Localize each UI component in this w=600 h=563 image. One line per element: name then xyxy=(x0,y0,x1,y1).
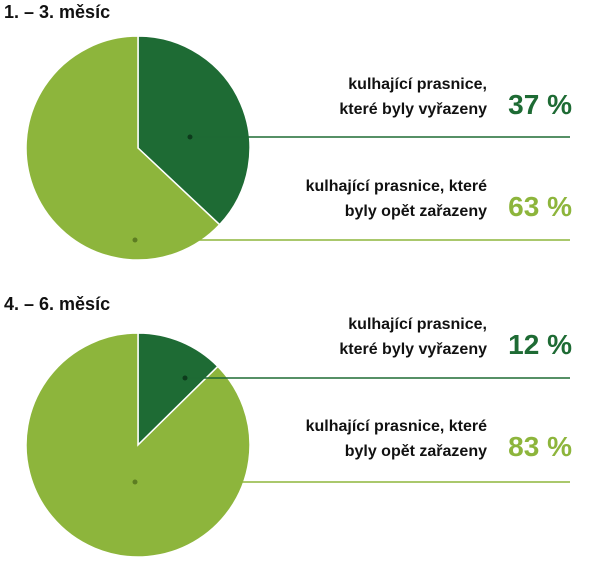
chart-title: 4. – 6. měsíc xyxy=(4,294,111,314)
legend-label: kulhající prasnice, které byly vyřazeny xyxy=(339,316,487,358)
pie-slice xyxy=(25,35,221,261)
legend-label: kulhající prasnice, které byly opět zařa… xyxy=(305,178,487,220)
pie-slice xyxy=(137,332,219,447)
leader-dot xyxy=(132,479,138,485)
value-label: 12 % xyxy=(508,329,572,360)
pie-slice xyxy=(25,332,251,558)
leader-dot xyxy=(182,375,188,381)
leader-dot xyxy=(132,237,138,243)
value-label: 63 % xyxy=(508,191,572,222)
legend-label: kulhající prasnice, které byly opět zařa… xyxy=(305,418,487,460)
pie-slice xyxy=(137,35,251,226)
value-label: 37 % xyxy=(508,89,572,120)
leader-dot xyxy=(187,134,193,140)
chart-title: 1. – 3. měsíc xyxy=(4,2,111,22)
legend-label: kulhající prasnice, které byly vyřazeny xyxy=(339,76,487,118)
value-label: 83 % xyxy=(508,431,572,462)
